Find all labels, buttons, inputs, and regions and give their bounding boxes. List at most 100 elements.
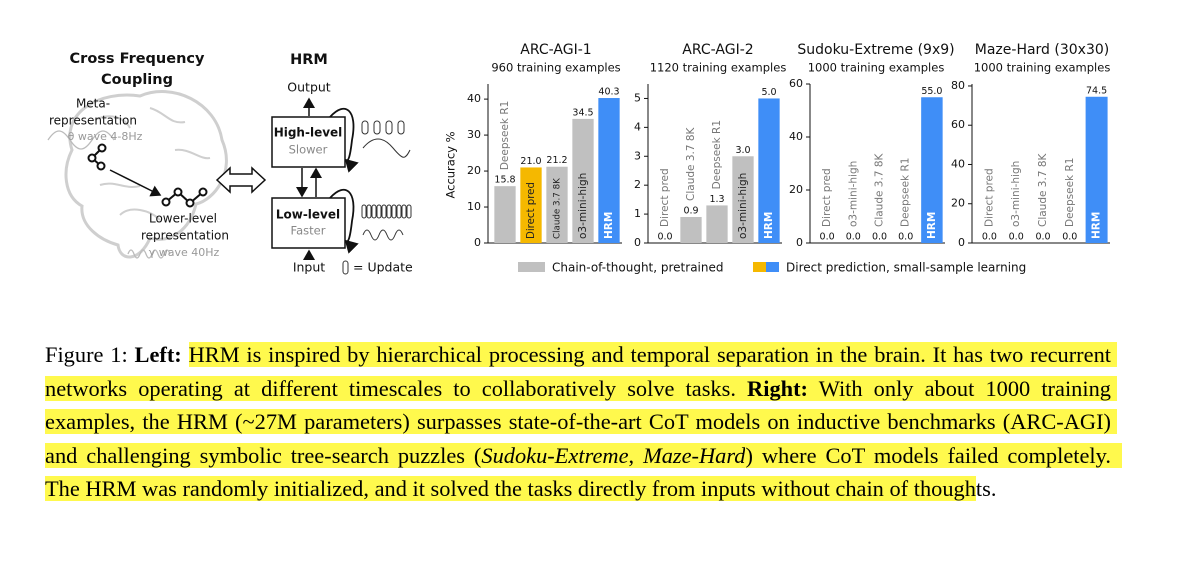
legend-swatch — [518, 262, 545, 272]
y-tick-label: 20 — [467, 164, 481, 177]
gamma-wave — [127, 249, 171, 259]
value-label: 0.0 — [1009, 232, 1024, 243]
fast-wave — [362, 229, 404, 241]
category-label: o3-mini-high — [847, 161, 859, 227]
category-label: Direct pred — [821, 168, 833, 227]
bar — [572, 118, 594, 243]
chart-subtitle: 1120 training examples — [650, 61, 787, 75]
value-label: 0.0 — [1035, 232, 1050, 243]
y-tick-label: 40 — [789, 130, 803, 143]
figure: Cross Frequency Coupling Meta- represent… — [47, 42, 1111, 275]
y-tick-label: 40 — [951, 157, 965, 170]
bar — [598, 98, 620, 243]
lower-network-icon — [161, 187, 208, 208]
chart-subtitle: 1000 training examples — [974, 61, 1111, 75]
y-tick-label: 10 — [467, 200, 481, 213]
high-level-box — [271, 116, 346, 168]
category-label: Deepseek R1 — [711, 120, 723, 189]
value-label: 3.0 — [735, 145, 750, 156]
y-tick-label: 4 — [634, 120, 641, 133]
low-level-label: Low-level — [276, 208, 340, 222]
chart-subtitle: 960 training examples — [491, 61, 620, 75]
category-label: o3-mini-high — [1010, 161, 1022, 227]
chart-title: ARC-AGI-1 — [520, 42, 591, 58]
value-label: 34.5 — [572, 107, 593, 118]
y-tick-label: 60 — [951, 118, 965, 131]
y-tick-label: 1 — [634, 207, 641, 220]
category-label: o3-mini-high — [577, 173, 589, 239]
y-tick-label: 0 — [634, 236, 641, 249]
value-label: 0.0 — [820, 232, 835, 243]
value-label: 21.0 — [520, 156, 541, 167]
caption-text — [182, 342, 189, 367]
double-arrow — [215, 166, 267, 194]
chart-title: Sudoku-Extreme (9x9) — [797, 42, 954, 58]
y-tick-label: 60 — [789, 77, 803, 90]
value-label: 55.0 — [921, 86, 942, 97]
output-label: Output — [287, 80, 331, 95]
y-tick-label: 30 — [467, 128, 481, 141]
y-tick-label: 20 — [789, 183, 803, 196]
fast-updates — [361, 204, 412, 219]
caption-text: Right: — [747, 375, 808, 401]
y-axis-label: Accuracy % — [444, 131, 458, 198]
brain-illustration — [64, 90, 228, 259]
value-label: 15.8 — [494, 175, 515, 186]
high-level-label: High-level — [274, 126, 343, 140]
value-label: 0.0 — [1062, 232, 1077, 243]
legend-label: Direct prediction, small-sample learning — [786, 261, 1026, 275]
y-tick-label: 0 — [958, 236, 965, 249]
y-tick-label: 0 — [796, 236, 803, 249]
meta-label: representation — [49, 114, 137, 128]
value-label: 0.0 — [898, 232, 913, 243]
y-tick-label: 2 — [634, 178, 641, 191]
value-label: 0.0 — [982, 232, 997, 243]
caption: Figure 1: Left: HRM is inspired by hiera… — [45, 338, 1123, 506]
slow-wave — [362, 138, 411, 158]
slower-label: Slower — [289, 143, 328, 157]
legend-swatch — [766, 262, 779, 272]
bar — [706, 205, 728, 243]
input-label: Input — [293, 260, 325, 275]
category-label: Claude 3.7 8K — [685, 126, 697, 201]
category-label: Direct pred — [983, 168, 995, 227]
high-loop — [329, 107, 359, 173]
category-label: Deepseek R1 — [1064, 158, 1076, 227]
category-label: Claude 3.7 8K — [553, 178, 563, 239]
category-label: Claude 3.7 8K — [874, 152, 886, 227]
bar — [758, 98, 780, 243]
category-label: Direct pred — [526, 182, 537, 239]
gamma-label: γ wave 40Hz — [149, 246, 220, 259]
value-label: 1.3 — [709, 194, 724, 205]
y-tick-label: 80 — [951, 79, 965, 92]
legend-swatch — [753, 262, 766, 272]
category-label: HRM — [926, 212, 938, 239]
bar — [520, 167, 542, 243]
low-loop — [329, 188, 359, 254]
chart-title: ARC-AGI-2 — [682, 42, 753, 58]
meta-label: Meta- — [76, 97, 110, 111]
category-label: Deepseek R1 — [499, 101, 511, 170]
y-tick-label: 20 — [951, 197, 965, 210]
caption-text: Maze-Hard — [643, 442, 746, 468]
caption-text: Left: — [134, 342, 182, 367]
category-label: Claude 3.7 8K — [1037, 152, 1049, 227]
chart-title: Maze-Hard (30x30) — [975, 42, 1109, 58]
update-label: = Update — [353, 260, 413, 275]
legend-label: Chain-of-thought, pretrained — [552, 261, 724, 275]
theta-label: θ wave 4-8Hz — [68, 130, 143, 143]
y-tick-label: 3 — [634, 149, 641, 162]
value-label: 0.0 — [657, 232, 672, 243]
value-label: 0.9 — [683, 205, 698, 216]
category-label: o3-mini-high — [737, 173, 749, 239]
bar — [494, 186, 516, 243]
caption-text: Figure 1: — [45, 342, 135, 367]
diagram-title: Cross Frequency — [70, 51, 205, 67]
diagram-title: Coupling — [101, 72, 173, 88]
coupling-arrow — [109, 169, 162, 197]
bar — [680, 216, 702, 243]
y-tick-label: 40 — [467, 92, 481, 105]
category-label: Deepseek R1 — [900, 158, 912, 227]
caption-text: , — [628, 442, 644, 468]
